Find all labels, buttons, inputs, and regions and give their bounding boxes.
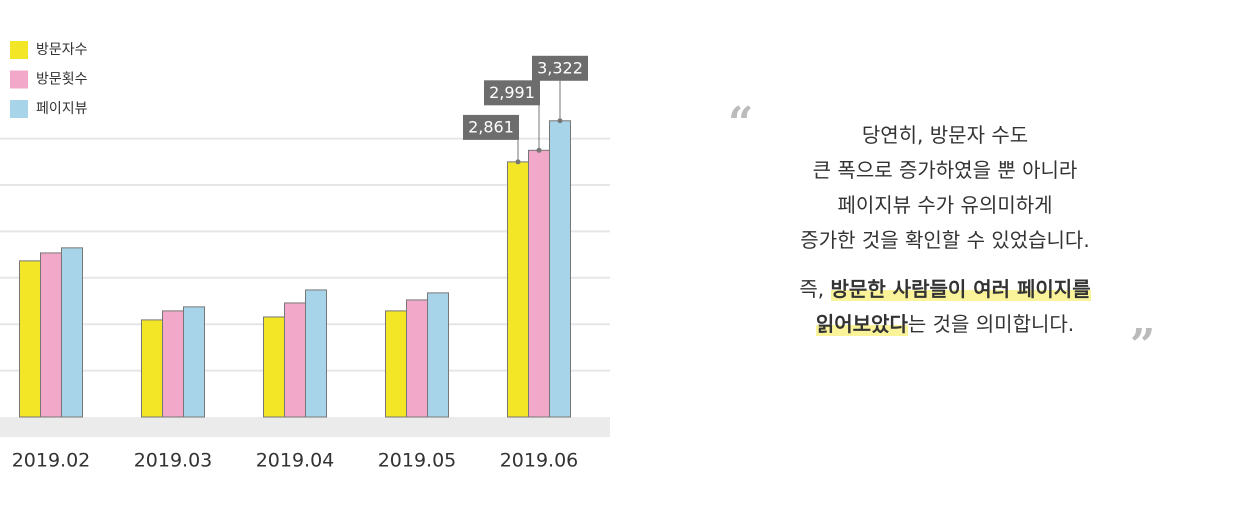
value-label: 2,991 (489, 83, 535, 102)
bar (162, 310, 184, 418)
bar (61, 247, 83, 418)
bar (141, 319, 163, 418)
legend-label: 방문횟수 (36, 72, 88, 88)
value-label: 2,861 (468, 117, 514, 136)
bar (183, 306, 205, 418)
legend-swatch (10, 41, 28, 59)
bar (284, 302, 306, 418)
text: 는 것을 의미합니다. (907, 312, 1075, 336)
callout-dot (557, 118, 563, 124)
callout-box (532, 55, 588, 81)
close-quote-mark: ” (1130, 320, 1156, 371)
text: 즉, (799, 277, 831, 301)
quote: “ ” 당연히, 방문자 수도 큰 폭으로 증가하였을 뿐 아니라 페이지뷰 수… (720, 102, 1170, 368)
axis-band (0, 417, 610, 437)
bar (385, 310, 407, 418)
quote-line: 증가한 것을 확인할 수 있었습니다. (800, 228, 1090, 252)
callout-dot (536, 147, 542, 153)
bar (263, 316, 285, 418)
quote-emphasis: 즉, 방문한 사람들이 여러 페이지를 읽어보았다는 것을 의미합니다. (720, 272, 1170, 342)
bar (507, 161, 529, 418)
bar (427, 292, 449, 418)
bar (40, 252, 62, 418)
legend-swatch (10, 70, 28, 89)
bar (549, 120, 571, 418)
highlight: 읽어보았다 (815, 312, 908, 336)
x-tick-label: 2019.04 (256, 450, 335, 472)
legend-label: 페이지뷰 (36, 101, 88, 117)
quote-line: 당연히, 방문자 수도 (861, 123, 1029, 147)
callout-dot (515, 159, 521, 165)
callout-box (484, 80, 540, 106)
quote-line: 큰 폭으로 증가하였을 뿐 아니라 (812, 158, 1078, 182)
x-tick-label: 2019.02 (12, 450, 91, 472)
value-label: 3,322 (537, 58, 583, 77)
open-quote-mark: “ (728, 98, 754, 149)
x-tick-label: 2019.05 (378, 450, 457, 472)
quote-line: 페이지뷰 수가 유의미하게 (837, 193, 1053, 217)
highlight: 방문한 사람들이 여러 페이지를 (830, 277, 1091, 301)
bar (406, 299, 428, 418)
bar (19, 260, 41, 418)
bar (528, 149, 550, 418)
callout-box (463, 114, 519, 140)
legend-label: 방문자수 (36, 42, 88, 58)
bar (305, 289, 327, 418)
x-tick-label: 2019.03 (134, 450, 213, 472)
legend-swatch (10, 100, 28, 118)
x-tick-label: 2019.06 (500, 450, 579, 472)
